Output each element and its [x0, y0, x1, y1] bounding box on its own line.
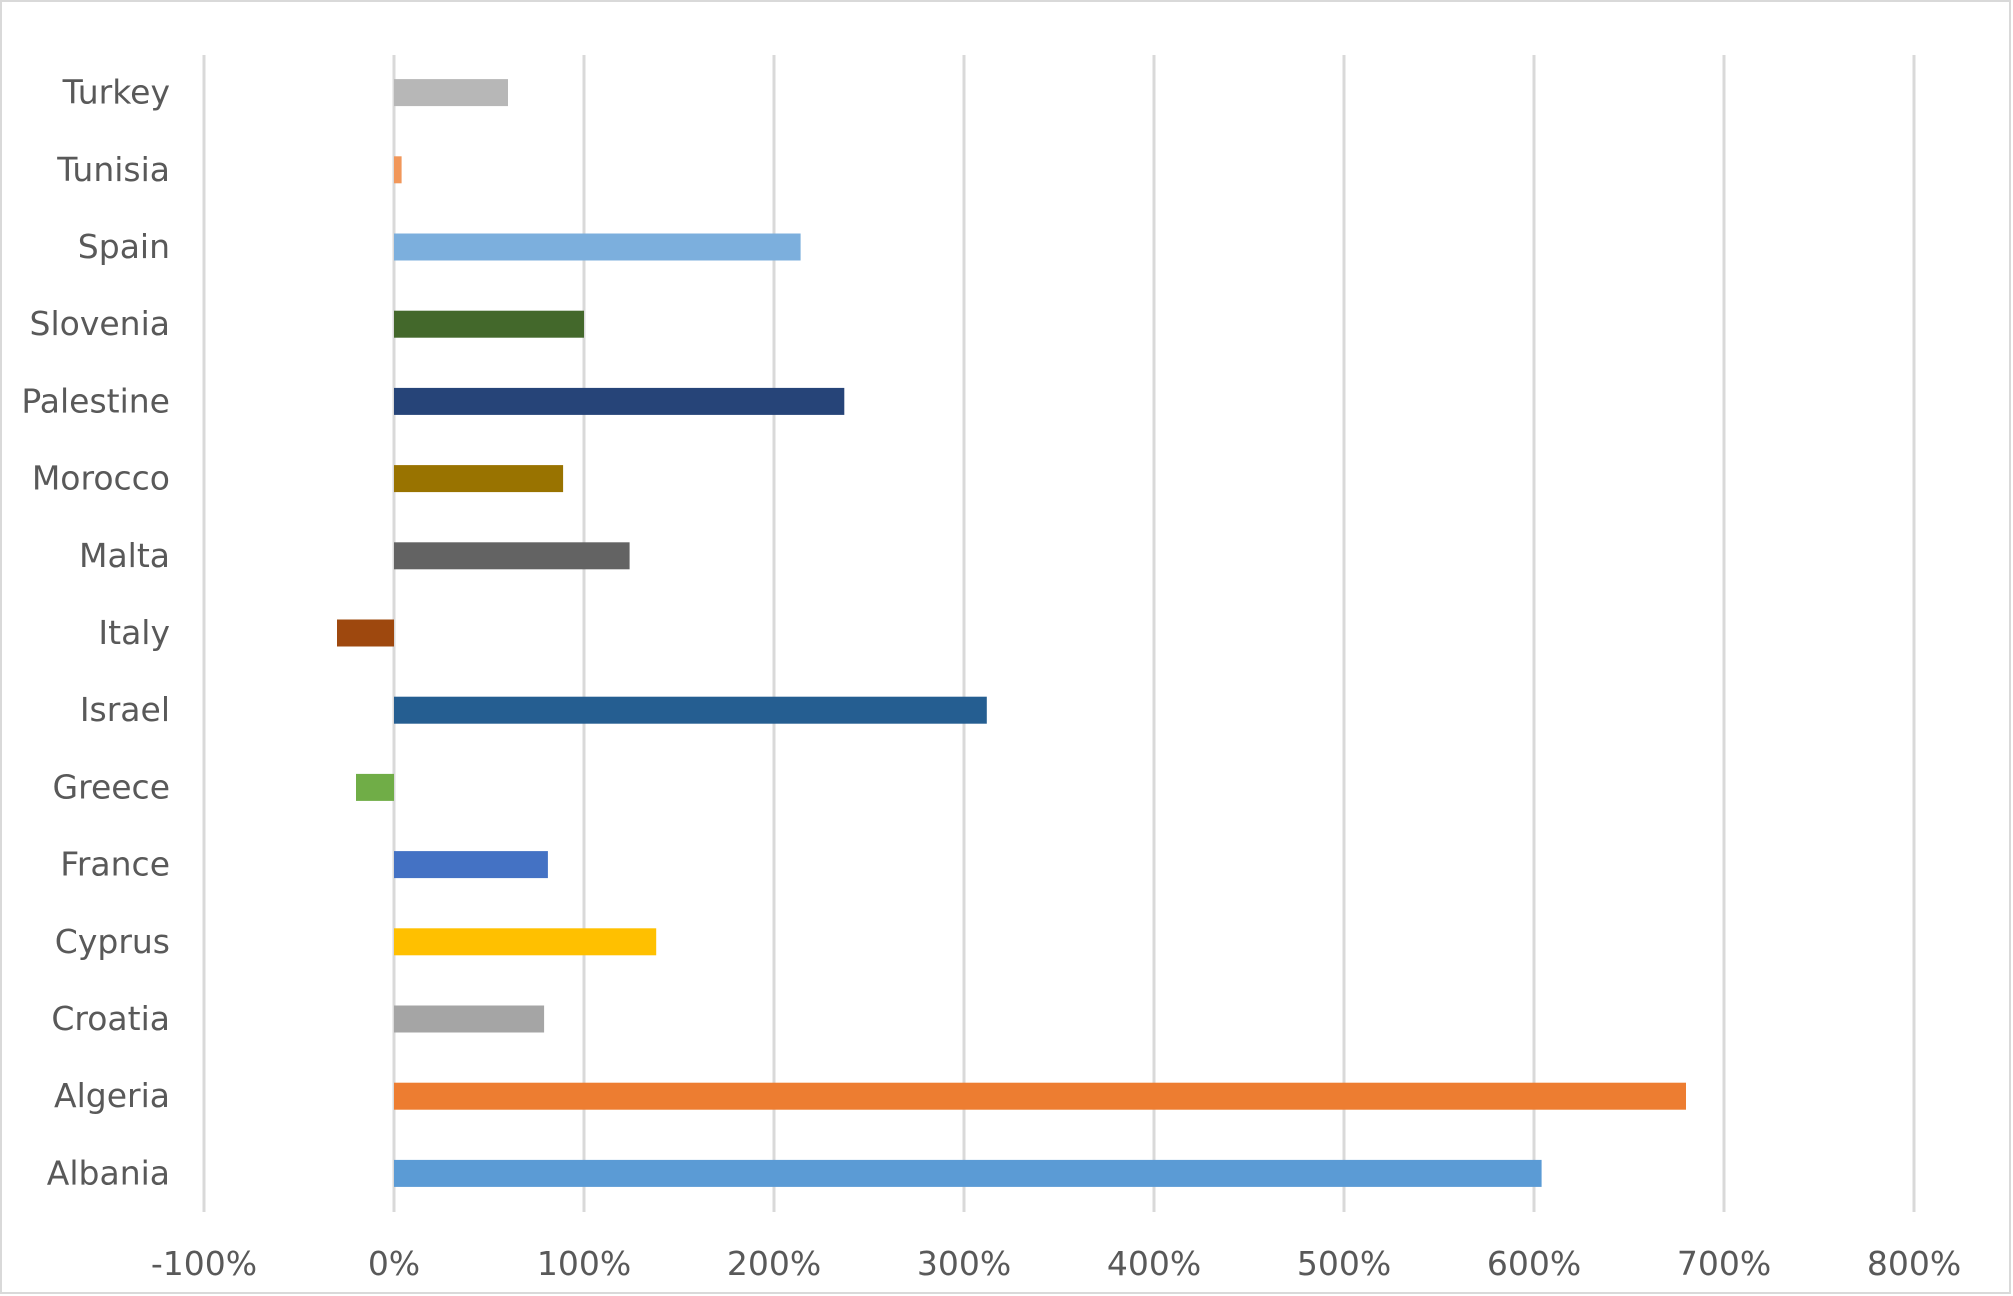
- category-label-tunisia: Tunisia: [56, 150, 170, 189]
- category-label-palestine: Palestine: [21, 381, 170, 420]
- bar-slovenia: [394, 310, 584, 338]
- x-tick-label: 100%: [537, 1244, 631, 1283]
- category-label-spain: Spain: [78, 227, 170, 266]
- bar-tunisia: [394, 156, 402, 184]
- bar-algeria: [394, 1082, 1686, 1110]
- x-tick-label: 0%: [368, 1244, 420, 1283]
- category-label-algeria: Algeria: [54, 1076, 170, 1115]
- bar-malta: [394, 542, 630, 570]
- x-tick-label: 600%: [1487, 1244, 1581, 1283]
- category-label-morocco: Morocco: [32, 459, 170, 498]
- x-tick-label: 500%: [1297, 1244, 1391, 1283]
- bar-cyprus: [394, 928, 657, 956]
- bar-italy: [337, 619, 394, 647]
- category-label-france: France: [60, 845, 170, 884]
- category-label-malta: Malta: [79, 536, 170, 575]
- bar-spain: [394, 233, 801, 261]
- bar-greece: [356, 773, 394, 801]
- category-label-croatia: Croatia: [51, 999, 170, 1038]
- category-label-slovenia: Slovenia: [30, 304, 170, 343]
- bars: [337, 79, 1686, 1187]
- x-tick-label: 300%: [917, 1244, 1011, 1283]
- bar-palestine: [394, 387, 845, 415]
- bar-morocco: [394, 465, 564, 493]
- bar-turkey: [394, 79, 508, 107]
- x-tick-label: -100%: [151, 1244, 257, 1283]
- bar-france: [394, 851, 548, 879]
- category-label-cyprus: Cyprus: [55, 922, 170, 961]
- bar-albania: [394, 1159, 1542, 1187]
- x-tick-label: 400%: [1107, 1244, 1201, 1283]
- x-tick-label: 800%: [1867, 1244, 1961, 1283]
- category-label-israel: Israel: [80, 690, 170, 729]
- x-tick-label: 200%: [727, 1244, 821, 1283]
- bar-croatia: [394, 1005, 545, 1033]
- x-tick-label: 700%: [1677, 1244, 1771, 1283]
- category-label-albania: Albania: [47, 1153, 170, 1192]
- category-label-italy: Italy: [98, 613, 170, 652]
- category-labels: Albania Algeria Croatia Cyprus France Greece I…: [21, 73, 170, 1193]
- x-axis-tick-labels: -100% 0% 100% 200% 300% 400% 500% 600% 700% 800%: [151, 1244, 1961, 1283]
- gridlines: [202, 55, 1916, 1212]
- category-label-turkey: Turkey: [62, 73, 170, 112]
- bar-israel: [394, 696, 987, 724]
- category-label-greece: Greece: [53, 767, 170, 806]
